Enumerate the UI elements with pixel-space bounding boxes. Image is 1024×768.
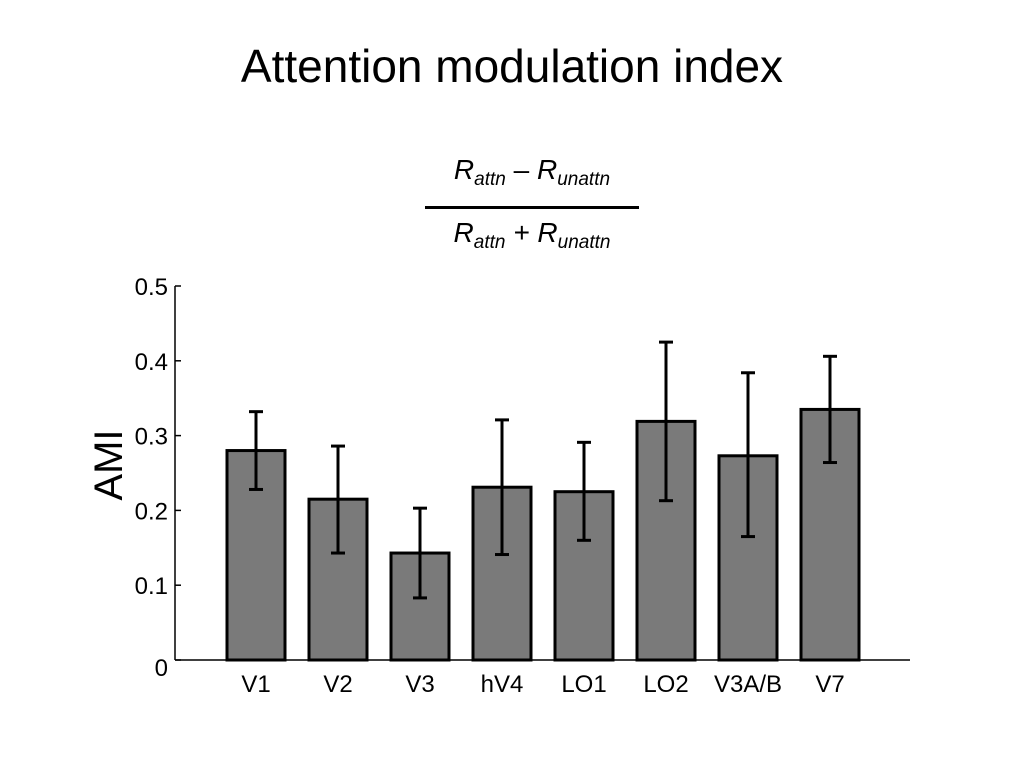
fraction-bar: [425, 206, 639, 209]
bars-group: [225, 407, 861, 662]
bar-hv4: [471, 485, 533, 662]
y-tick-label: 0.4: [135, 349, 168, 376]
x-tick-label: V3A/B: [714, 671, 782, 698]
formula-denominator: Rattn + Runattn: [412, 215, 652, 261]
denominator-r1: R: [453, 217, 474, 248]
denominator-sub2: unattn: [557, 232, 611, 253]
x-tick-label: V7: [815, 671, 844, 698]
y-tick-label: 0: [155, 655, 168, 682]
numerator-sub1: attn: [474, 169, 506, 190]
axes-group: [174, 285, 910, 661]
denominator-r2: R: [537, 217, 558, 248]
denominator-operator: +: [513, 217, 530, 248]
y-tick-label: 0.1: [135, 573, 168, 600]
bar-lo1: [553, 490, 615, 662]
x-tick-label: V1: [241, 671, 270, 698]
x-tick-label: LO2: [643, 671, 688, 698]
y-tick-label: 0.2: [135, 498, 168, 525]
formula-numerator: Rattn – Runattn: [412, 152, 652, 198]
numerator-r2: R: [537, 154, 558, 185]
tick-labels-group: V1 V2 V3 hV4 LO1 LO2 V3A/B V7 0 0.1 0.2 0.3 0.4 0.5: [135, 274, 845, 698]
error-bars-group: [249, 340, 837, 600]
y-axis-label: AMI: [87, 429, 131, 500]
numerator-r1: R: [453, 154, 475, 185]
x-tick-label: LO1: [561, 671, 606, 698]
ami-formula: Rattn – Runattn Rattn + Runattn: [412, 152, 652, 261]
y-tick-label: 0.5: [135, 274, 168, 301]
numerator-operator: –: [513, 154, 530, 185]
x-tick-label: hV4: [481, 671, 524, 698]
x-tick-label: V3: [405, 671, 434, 698]
numerator-sub2: unattn: [557, 169, 611, 190]
denominator-sub1: attn: [473, 232, 506, 253]
y-tick-label: 0.3: [135, 424, 168, 451]
slide-title: Attention modulation index: [240, 40, 784, 92]
x-tick-label: V2: [323, 671, 352, 698]
